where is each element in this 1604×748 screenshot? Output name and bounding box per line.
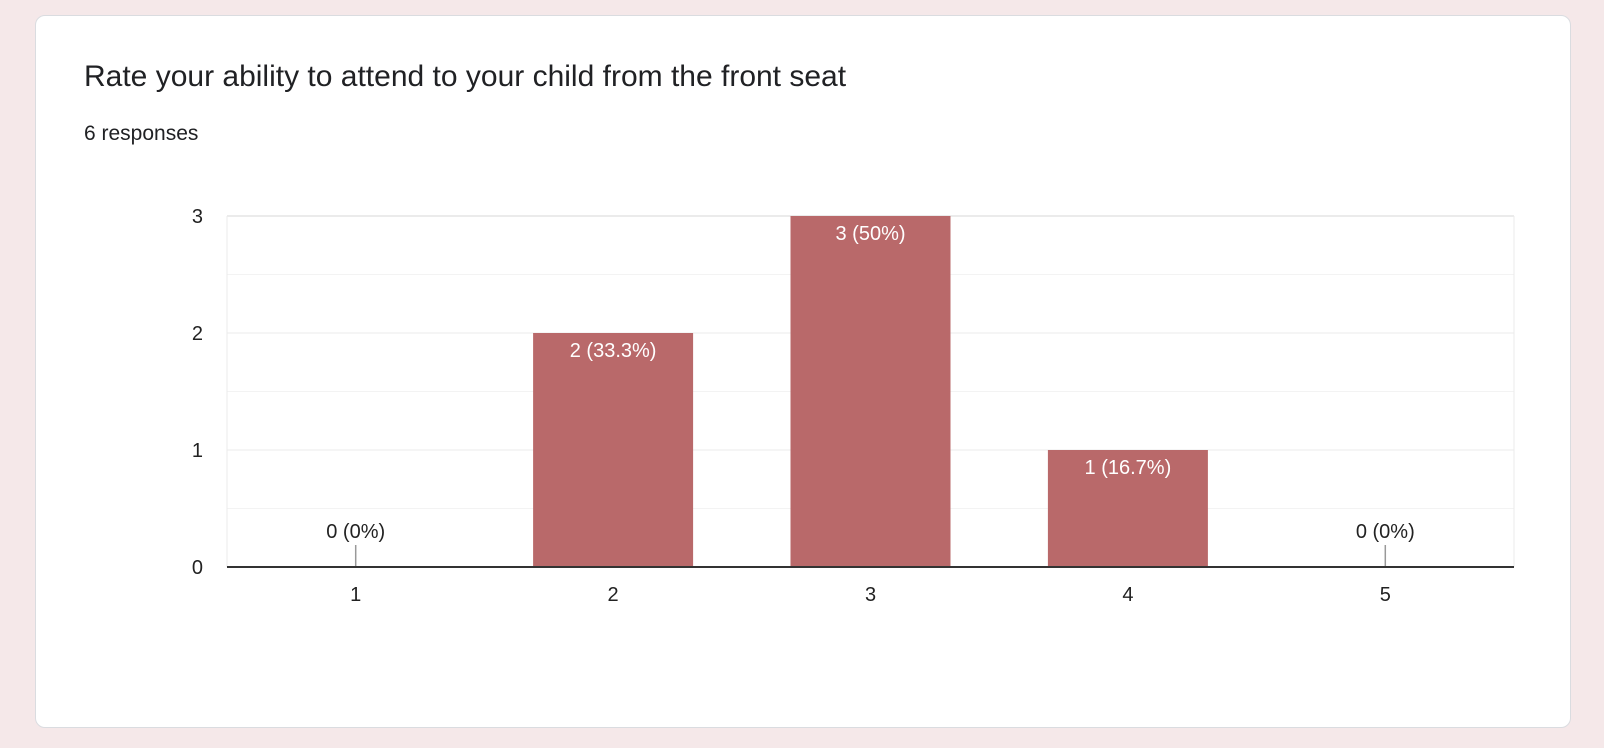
bar-3 — [790, 216, 951, 567]
x-tick-label: 2 — [608, 584, 619, 606]
data-label: 2 (33.3%) — [570, 340, 657, 362]
chart-card: Rate your ability to attend to your chil… — [35, 15, 1571, 728]
y-tick-label: 2 — [192, 323, 203, 345]
data-label: 0 (0%) — [326, 521, 385, 543]
bar-2 — [533, 333, 694, 567]
data-label: 3 (50%) — [835, 223, 905, 245]
x-tick-label: 5 — [1380, 584, 1391, 606]
responses-count: 6 responses — [84, 122, 199, 145]
x-tick-label: 3 — [865, 584, 876, 606]
data-label: 1 (16.7%) — [1085, 457, 1172, 479]
bar-chart: 0 1 2 3 0 (0%) 1 2 (33.3%) 2 3 (50%) 3 1 (16.7%) 4 0… — [192, 206, 1515, 606]
x-tick-label: 4 — [1122, 584, 1133, 606]
y-tick-label: 0 — [192, 557, 203, 579]
bar-4 — [1047, 450, 1208, 567]
data-label: 0 (0%) — [1356, 521, 1415, 543]
question-title: Rate your ability to attend to your chil… — [84, 60, 847, 93]
y-tick-label: 3 — [192, 206, 203, 228]
x-tick-label: 1 — [350, 584, 361, 606]
y-tick-label: 1 — [192, 440, 203, 462]
